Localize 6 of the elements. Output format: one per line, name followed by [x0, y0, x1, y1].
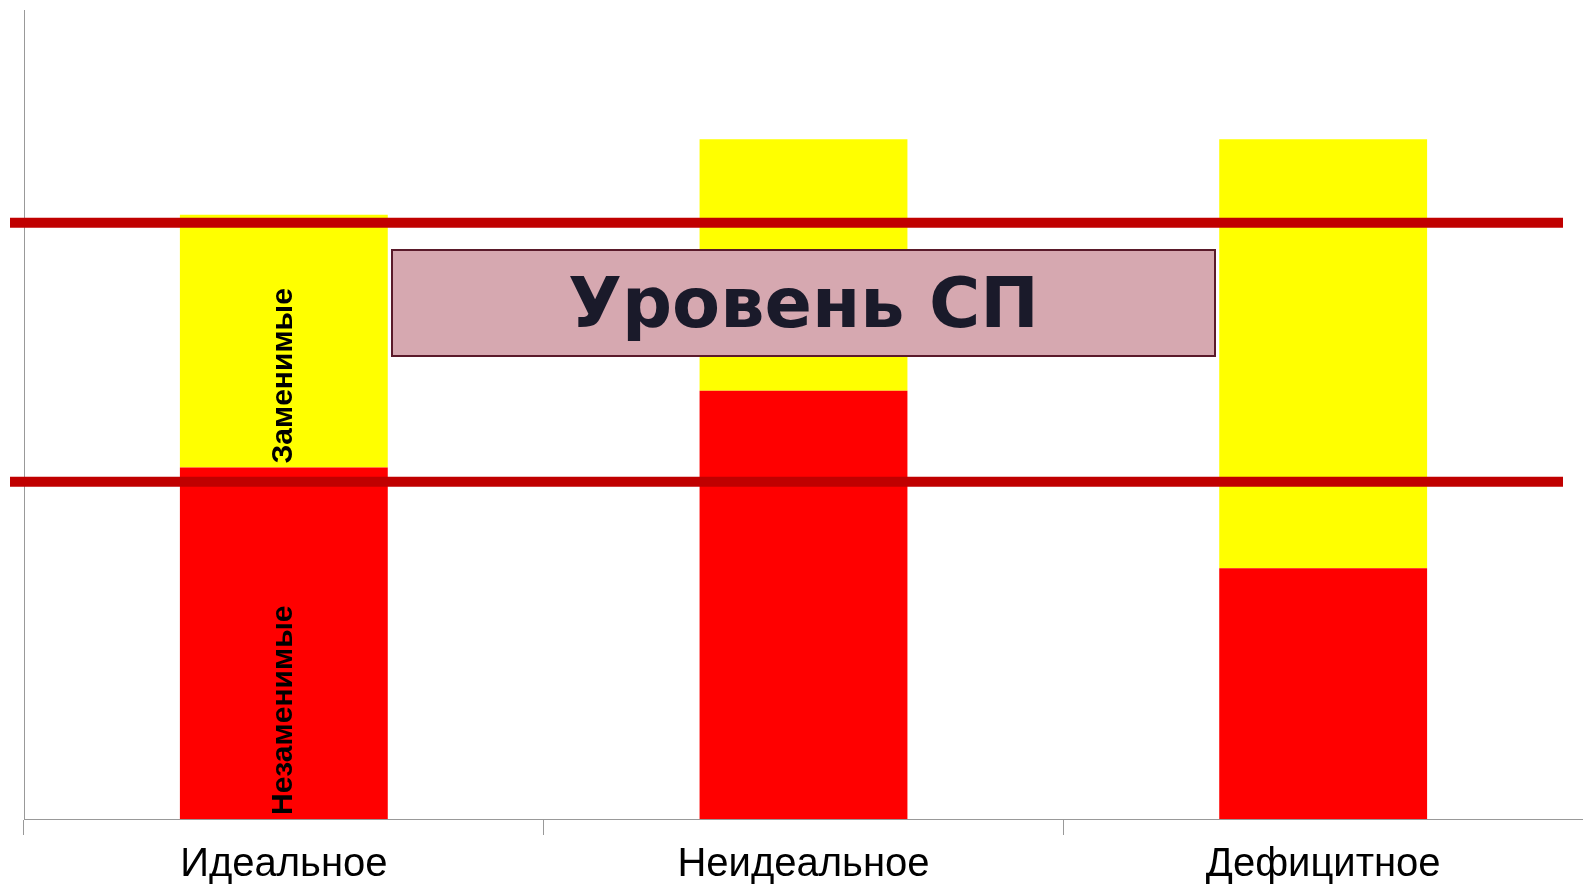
x-tick-label: Дефицитное: [1205, 840, 1441, 885]
label-box: Уровень СП: [390, 248, 1217, 357]
series-label: Незаменимые: [265, 605, 299, 815]
x-tick-label: Неидеальное: [677, 840, 930, 885]
x-tick-label: Идеальное: [180, 840, 388, 885]
series-label: Заменимые: [265, 288, 299, 464]
